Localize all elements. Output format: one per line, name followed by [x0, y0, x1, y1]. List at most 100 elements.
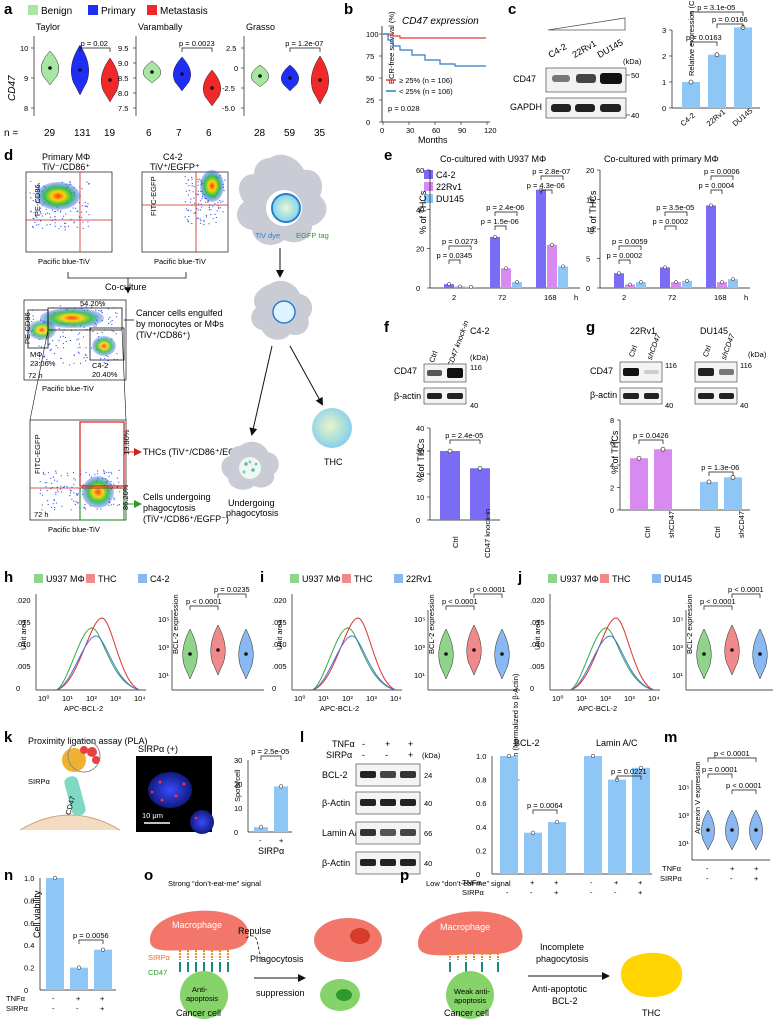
- l-tnf-3: +: [408, 739, 413, 749]
- band: [360, 859, 376, 866]
- d-time-1: 72 h: [28, 371, 43, 380]
- j-hist-ylabel: Unit area: [533, 619, 542, 650]
- event-dot: [66, 472, 68, 474]
- median-point: [244, 652, 248, 656]
- significance-bracket: [707, 773, 733, 778]
- j-violin-ytick: 10³: [672, 643, 683, 652]
- e-ytick-l: 60: [416, 166, 424, 175]
- i-hist-ytick: .015: [272, 618, 287, 627]
- significance-bracket: [731, 593, 761, 598]
- event-dot: [52, 476, 55, 478]
- k-ytick: 0: [234, 828, 238, 837]
- significance-bracket: [703, 605, 733, 610]
- legend-swatch-benign: [28, 5, 38, 15]
- band: [400, 799, 416, 806]
- event-dot: [196, 217, 198, 219]
- e-ytick-r: 20: [586, 166, 594, 175]
- n-tnf-2: +: [100, 994, 105, 1003]
- e-bar-l-1-2: [512, 282, 522, 288]
- c-ytick: 0: [662, 104, 666, 113]
- event-dot: [61, 491, 63, 493]
- c-lane-3: DU145: [595, 37, 624, 60]
- event-dot: [55, 210, 57, 212]
- c-ytick: 3: [662, 26, 666, 35]
- a-ytick: 9.0: [118, 59, 128, 68]
- i-violin-ylabel: BCL-2 expression: [427, 594, 436, 654]
- g-blot-cd47: CD47: [590, 366, 613, 376]
- a-n-2-1: 59: [284, 128, 296, 139]
- g-lane-ctrl-2: Ctrl: [701, 344, 714, 358]
- median-point: [318, 78, 322, 82]
- e-p-l-5: p = 4.3e-06: [527, 181, 565, 190]
- l-ytick: 1.0: [476, 752, 486, 761]
- event-dot: [87, 225, 89, 227]
- event-dot: [55, 470, 57, 472]
- m-p-b: p < 0.0001: [726, 781, 762, 790]
- event-dot: [39, 355, 41, 357]
- g-mw-40-1: 40: [665, 401, 673, 410]
- p-arrow-top-1: Incomplete: [540, 942, 584, 952]
- event-dot: [46, 490, 48, 492]
- d-undergoing-2: phagocytosis: [226, 508, 279, 518]
- j-violin-ytick: 10⁵: [672, 615, 683, 624]
- l-ytick: 0.4: [476, 823, 486, 832]
- e-xtick-l-2: 168: [544, 293, 557, 302]
- i-legend-swatch-0: [290, 574, 299, 583]
- h-legend-2: C4-2: [150, 574, 170, 584]
- event-dot: [194, 202, 196, 204]
- event-dot: [70, 492, 72, 494]
- e-ytick-r: 10: [586, 225, 594, 234]
- event-dot: [114, 312, 116, 314]
- event-dot: [201, 198, 203, 200]
- data-point: [76, 965, 82, 970]
- p-cancer: Cancer cell: [444, 1008, 489, 1018]
- d-plot1-title1: Primary MΦ: [42, 152, 90, 162]
- b-xtick: 60: [432, 126, 440, 135]
- panel-c: c C4-2 22Rv1 DU145 (kDa) CD47 50 GAPDH 4…: [508, 0, 760, 128]
- e-bar-l-0-0: [444, 284, 454, 288]
- l-kda: (kDa): [422, 751, 441, 760]
- significance-bracket: [540, 175, 564, 180]
- event-dot: [184, 176, 186, 178]
- event-dot: [36, 224, 38, 226]
- g-bar-3: [724, 477, 742, 510]
- panel-g: g 22Rv1 DU145 Ctrl shCD47 Ctrl shCD47 (k…: [586, 319, 767, 538]
- event-dot: [38, 358, 41, 360]
- legend-benign: Benign: [41, 6, 72, 17]
- event-dot: [187, 221, 189, 223]
- event-dot: [88, 214, 90, 216]
- panel-label-e: e: [384, 147, 392, 164]
- event-dot: [215, 216, 217, 219]
- panel-a: a Benign Primary Metastasis CD47 n = Tay…: [4, 1, 329, 139]
- event-dot: [197, 190, 199, 192]
- event-dot: [192, 191, 194, 193]
- n-bar-2: [94, 949, 112, 990]
- event-dot: [73, 500, 75, 502]
- event-dot: [47, 472, 50, 474]
- o-anti-1: Anti-: [192, 985, 208, 994]
- c-xlabel-1: 22Rv1: [705, 107, 727, 128]
- data-point: [506, 753, 512, 759]
- d-thc-text: THCs (TiV⁺/CD86⁺/EGFP⁺): [143, 447, 254, 457]
- event-dot: [96, 470, 99, 472]
- event-dot: [45, 208, 47, 210]
- event-dot: [29, 192, 31, 194]
- j-hist-curve-1: [569, 617, 655, 691]
- l-p1: p = 0.0064: [527, 801, 563, 810]
- a-pvalue-2: p = 1.2e-07: [285, 39, 323, 48]
- d-ylabel-pe-1: PE-CD86: [33, 184, 42, 216]
- p-arrow-top-2: phagocytosis: [536, 954, 589, 964]
- l-blot-1: β-Actin: [322, 798, 350, 808]
- data-point: [52, 875, 58, 881]
- event-dot: [71, 486, 73, 488]
- event-dot: [107, 360, 109, 362]
- h-legend-0: U937 MΦ: [46, 574, 85, 584]
- event-dot: [101, 331, 103, 333]
- b-ytick: 50: [366, 74, 374, 83]
- l-bar-row-tnf: TNFα: [462, 878, 482, 887]
- n-ytick: 0.8: [24, 896, 34, 905]
- event-dot: [41, 504, 43, 506]
- h-violin-ytick: 10⁵: [158, 615, 169, 624]
- event-dot: [39, 220, 42, 222]
- j-legend-swatch-0: [548, 574, 557, 583]
